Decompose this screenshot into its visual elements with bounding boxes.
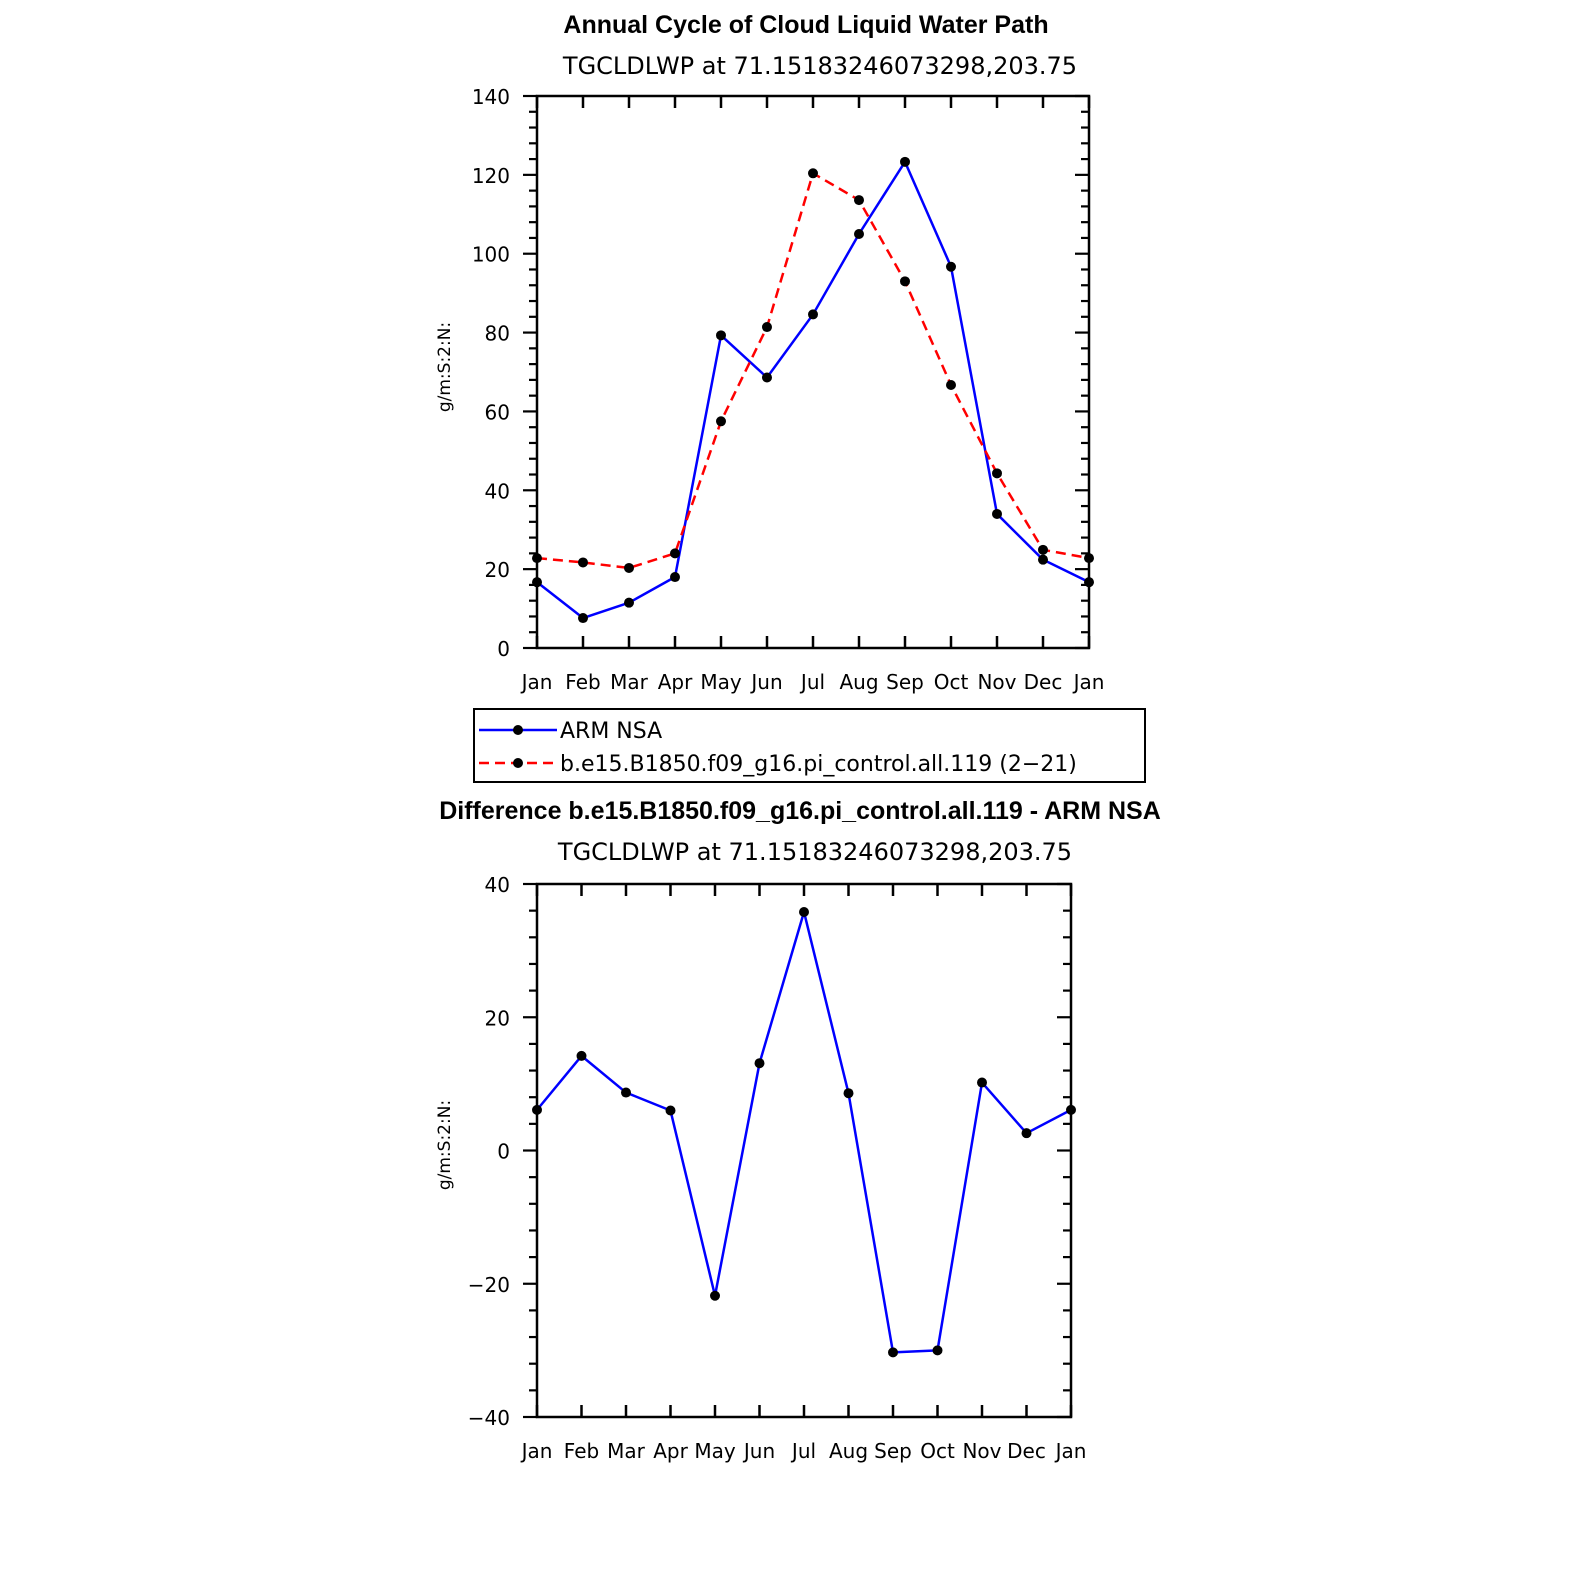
- x-tick-label: Oct: [920, 1439, 955, 1463]
- x-tick-label: Apr: [658, 670, 693, 694]
- data-point: [888, 1347, 898, 1358]
- x-tick-label: Jun: [742, 1439, 775, 1463]
- x-tick-label: May: [700, 670, 742, 694]
- data-point: [716, 416, 726, 427]
- data-point: [624, 562, 634, 573]
- data-point: [900, 276, 910, 287]
- data-point: [665, 1105, 676, 1116]
- series-points: [532, 156, 1094, 624]
- annual-cycle-chart: Annual Cycle of Cloud Liquid Water Path …: [435, 11, 1104, 694]
- data-point: [1038, 544, 1048, 555]
- data-point: [1021, 1128, 1032, 1139]
- legend-marker-model: [513, 758, 523, 768]
- data-point: [578, 613, 588, 624]
- y-tick-label: 40: [485, 479, 510, 503]
- y-tick-label: 20: [485, 1006, 510, 1030]
- data-point: [854, 195, 864, 206]
- axis-ticks: Jan Feb Mar Apr May Jun Jul Aug Sep Oct Nov Dec Jan 0…: [472, 85, 1105, 694]
- y-tick-label: 0: [497, 1140, 510, 1164]
- data-point: [808, 168, 818, 179]
- plot-frame: [535, 882, 1073, 1419]
- x-tick-label: Feb: [564, 1439, 599, 1463]
- x-tick-label: Jul: [790, 1439, 816, 1463]
- x-tick-label: Mar: [610, 670, 649, 694]
- series-line-0: [536, 910, 1072, 1354]
- data-point: [843, 1088, 854, 1099]
- data-point: [946, 380, 956, 391]
- axis-ticks: Jan Feb Mar Apr May Jun Jul Aug Sep Oct Nov Dec Jan−…: [468, 873, 1087, 1463]
- data-point: [624, 597, 634, 608]
- chart-title: Difference b.e15.B1850.f09_g16.pi_contro…: [439, 797, 1161, 825]
- y-tick-label: 140: [472, 85, 510, 109]
- y-tick-label: 60: [485, 400, 510, 424]
- x-tick-label: Sep: [886, 670, 924, 694]
- series-line-0: [536, 160, 1090, 620]
- x-tick-label: Feb: [565, 670, 600, 694]
- data-point: [977, 1077, 987, 1088]
- y-tick-label: 20: [485, 558, 510, 582]
- x-tick-label: Nov: [977, 670, 1016, 694]
- x-tick-label: Jan: [1072, 670, 1105, 694]
- x-tick-label: Jul: [799, 670, 825, 694]
- y-tick-label: −20: [468, 1273, 510, 1297]
- x-tick-label: Jan: [1054, 1439, 1087, 1463]
- x-tick-label: Aug: [839, 670, 878, 694]
- x-tick-label: Jan: [520, 670, 553, 694]
- data-point: [578, 557, 588, 568]
- legend: ARM NSA b.e15.B1850.f09_g16.pi_control.a…: [473, 708, 1146, 783]
- legend-label-arm-nsa: ARM NSA: [560, 719, 662, 744]
- data-point: [946, 261, 956, 272]
- x-tick-label: Dec: [1024, 670, 1063, 694]
- series-lines: [536, 160, 1090, 620]
- data-point: [710, 1290, 720, 1301]
- data-point: [992, 468, 1002, 479]
- data-point: [854, 229, 864, 239]
- data-point: [799, 906, 809, 917]
- data-point: [576, 1050, 587, 1061]
- series-points: [532, 906, 1076, 1358]
- y-tick-label: −40: [468, 1406, 510, 1430]
- series-lines: [536, 910, 1072, 1354]
- y-tick-label: 120: [472, 164, 510, 188]
- x-tick-label: Mar: [607, 1439, 646, 1463]
- x-tick-label: Apr: [653, 1439, 688, 1463]
- data-point: [762, 322, 772, 333]
- x-tick-label: May: [694, 1439, 736, 1463]
- data-point: [932, 1345, 943, 1356]
- legend-marker-arm-nsa: [513, 725, 523, 735]
- plot-frame: [535, 94, 1091, 650]
- data-point: [900, 156, 910, 167]
- chart-subtitle: TGCLDLWP at 71.15183246073298,203.75: [562, 52, 1077, 80]
- legend-label-model: b.e15.B1850.f09_g16.pi_control.all.119 (…: [560, 752, 1077, 777]
- series-line-1: [536, 172, 1090, 570]
- data-point: [670, 548, 680, 559]
- data-point: [670, 572, 680, 583]
- x-tick-label: Jun: [749, 670, 782, 694]
- y-axis-label: g/m:S:2:N:: [435, 322, 455, 412]
- x-tick-label: Oct: [934, 670, 969, 694]
- x-tick-label: Nov: [962, 1439, 1001, 1463]
- data-point: [762, 372, 772, 383]
- data-point: [992, 508, 1002, 519]
- x-tick-label: Dec: [1007, 1439, 1046, 1463]
- chart-subtitle: TGCLDLWP at 71.15183246073298,203.75: [557, 838, 1072, 866]
- data-point: [754, 1058, 765, 1069]
- difference-chart: Difference b.e15.B1850.f09_g16.pi_contro…: [435, 797, 1161, 1463]
- data-point: [808, 309, 818, 320]
- y-tick-label: 80: [485, 322, 510, 346]
- data-point: [716, 330, 726, 341]
- chart-title: Annual Cycle of Cloud Liquid Water Path: [563, 11, 1048, 39]
- y-tick-label: 40: [485, 873, 510, 897]
- y-tick-label: 100: [472, 243, 510, 267]
- x-tick-label: Sep: [874, 1439, 912, 1463]
- y-tick-label: 0: [497, 637, 510, 661]
- x-tick-label: Jan: [520, 1439, 553, 1463]
- legend-box: [473, 708, 1146, 783]
- data-point: [1038, 554, 1048, 565]
- x-tick-label: Aug: [829, 1439, 868, 1463]
- y-axis-label: g/m:S:2:N:: [435, 1100, 455, 1190]
- data-point: [621, 1087, 631, 1098]
